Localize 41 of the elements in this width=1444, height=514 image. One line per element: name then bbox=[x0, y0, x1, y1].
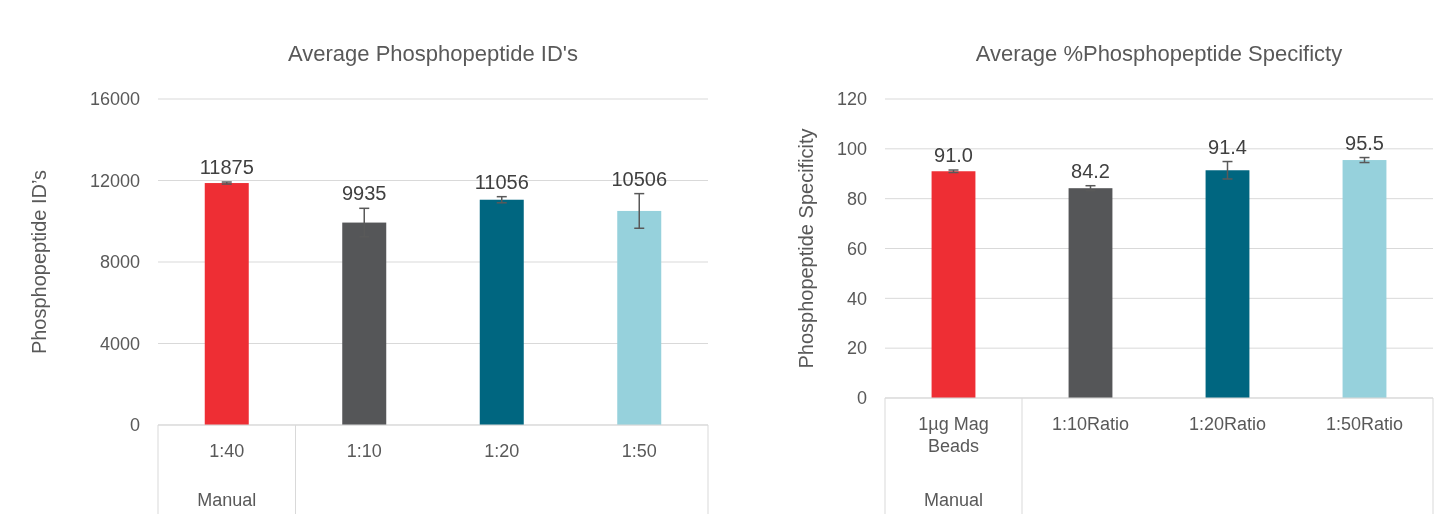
x-tick-label: 1µg Mag Beads bbox=[918, 414, 989, 456]
bar bbox=[1205, 170, 1250, 398]
x-tick-label: 1:50 bbox=[621, 441, 657, 461]
y-axis-title: Phosphopeptide ID’s bbox=[28, 169, 50, 355]
y-tick-label: 40 bbox=[846, 288, 867, 309]
y-tick-label: 4000 bbox=[99, 333, 140, 354]
x-tick-label: 1:40 bbox=[209, 441, 245, 461]
chart-title: Average Phosphopeptide ID's bbox=[288, 41, 578, 66]
data-label: 91.0 bbox=[934, 144, 973, 167]
bar bbox=[931, 171, 976, 398]
y-tick-label: 60 bbox=[846, 238, 867, 259]
x-tick-label: 1:10Ratio bbox=[1051, 414, 1130, 434]
x-tick-label: 1:20 bbox=[484, 441, 520, 461]
data-label: 91.4 bbox=[1208, 135, 1247, 158]
data-label: 95.5 bbox=[1345, 131, 1384, 154]
data-label: 84.2 bbox=[1071, 159, 1110, 182]
y-tick-label: 120 bbox=[836, 89, 867, 110]
y-tick-label: 0 bbox=[856, 388, 867, 409]
y-tick-label: 12000 bbox=[89, 170, 140, 191]
y-tick-label: 80 bbox=[846, 188, 867, 209]
y-tick-label: 20 bbox=[846, 338, 867, 359]
data-label: 9935 bbox=[342, 182, 387, 205]
y-tick-label: 8000 bbox=[99, 252, 140, 273]
chart-title: Average %Phosphopeptide Specificty bbox=[975, 41, 1343, 66]
y-tick-label: 100 bbox=[836, 139, 867, 160]
x-tick-label: 1:20Ratio bbox=[1188, 414, 1267, 434]
data-label: 11056 bbox=[474, 170, 529, 193]
y-tick-label: 0 bbox=[129, 415, 140, 436]
bar bbox=[204, 183, 249, 425]
text: Manual bbox=[197, 490, 257, 510]
data-label: 11875 bbox=[199, 156, 254, 179]
y-axis-title: Phosphopeptide Specificity bbox=[795, 128, 817, 369]
bar bbox=[1068, 188, 1113, 398]
bar bbox=[479, 199, 524, 425]
y-tick-label: 16000 bbox=[89, 89, 140, 110]
data-label: 10506 bbox=[611, 167, 668, 190]
x-tick-label: 1:10 bbox=[346, 441, 382, 461]
bar bbox=[1342, 160, 1387, 398]
x-tick-label: 1:50Ratio bbox=[1325, 414, 1404, 434]
bar bbox=[617, 210, 662, 425]
text: Manual bbox=[923, 490, 984, 510]
